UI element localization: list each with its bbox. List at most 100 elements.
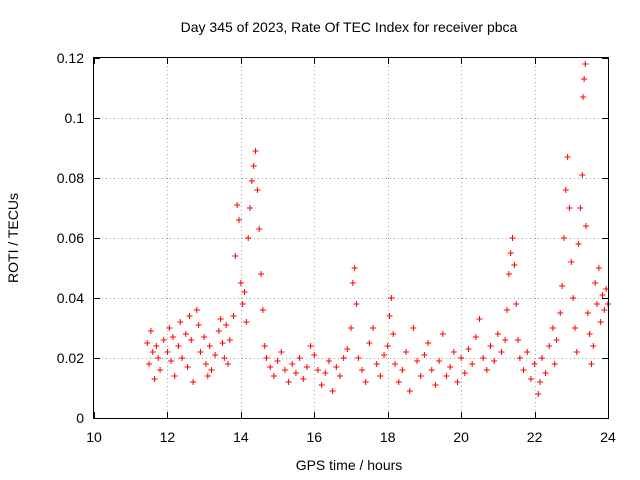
y-tick-label: 0.1	[65, 110, 85, 126]
data-point	[436, 358, 443, 364]
data-point	[516, 355, 523, 361]
data-point	[551, 361, 558, 367]
data-point	[566, 205, 573, 211]
data-point	[261, 343, 268, 349]
data-point	[166, 325, 173, 331]
data-point	[568, 259, 575, 265]
data-point	[179, 355, 186, 361]
data-point	[322, 370, 329, 376]
data-point	[267, 364, 274, 370]
data-point	[549, 325, 556, 331]
data-point	[450, 349, 457, 355]
y-tick-label: 0.06	[57, 230, 84, 246]
data-point	[169, 334, 176, 340]
data-point	[588, 361, 595, 367]
data-point	[557, 310, 564, 316]
data-point	[177, 319, 184, 325]
data-point	[410, 325, 417, 331]
data-point	[234, 202, 241, 208]
x-tick-label: 24	[600, 429, 616, 445]
data-point	[595, 265, 602, 271]
data-point	[153, 343, 160, 349]
data-point	[399, 367, 406, 373]
data-point	[487, 343, 494, 349]
data-point	[160, 337, 167, 343]
data-point	[432, 382, 439, 388]
data-point	[195, 322, 202, 328]
data-point	[581, 76, 588, 82]
data-point	[336, 373, 343, 379]
data-point	[601, 307, 608, 313]
data-point	[252, 148, 259, 154]
data-point	[263, 355, 270, 361]
data-point	[584, 310, 591, 316]
data-point	[219, 340, 226, 346]
data-point	[303, 364, 310, 370]
data-point	[494, 331, 501, 337]
x-tick-label: 20	[453, 429, 469, 445]
data-point	[592, 280, 599, 286]
x-tick-label: 16	[306, 429, 322, 445]
data-point	[535, 391, 542, 397]
data-point	[586, 331, 593, 337]
y-tick-label: 0.08	[57, 170, 84, 186]
data-point	[281, 367, 288, 373]
data-point	[202, 361, 209, 367]
data-point	[515, 337, 522, 343]
data-point	[498, 349, 505, 355]
data-point	[151, 376, 158, 382]
data-points	[144, 61, 611, 397]
data-point	[384, 343, 391, 349]
data-point	[325, 358, 332, 364]
data-point	[289, 361, 296, 367]
data-point	[538, 355, 545, 361]
data-point	[580, 94, 587, 100]
data-point	[188, 337, 195, 343]
y-tick-label: 0	[76, 410, 84, 426]
data-point	[480, 355, 487, 361]
data-point	[201, 334, 208, 340]
chart-title: Day 345 of 2023, Rate Of TEC Index for r…	[181, 19, 518, 35]
data-point	[366, 340, 373, 346]
data-point	[221, 355, 228, 361]
data-point	[524, 349, 531, 355]
data-point	[564, 154, 571, 160]
data-point	[403, 349, 410, 355]
data-point	[239, 301, 246, 307]
data-point	[307, 343, 314, 349]
data-point	[504, 307, 511, 313]
data-point	[259, 307, 266, 313]
data-point	[428, 367, 435, 373]
data-point	[513, 301, 520, 307]
data-point	[465, 346, 472, 352]
data-point	[425, 340, 432, 346]
data-point	[472, 334, 479, 340]
data-point	[553, 337, 560, 343]
data-point	[562, 187, 569, 193]
data-point	[175, 343, 182, 349]
data-point	[270, 373, 277, 379]
data-point	[212, 352, 219, 358]
y-tick-label: 0.04	[57, 290, 84, 306]
y-axis-label: ROTI / TECUs	[5, 193, 21, 283]
data-point	[256, 226, 263, 232]
data-point	[225, 361, 232, 367]
data-point	[149, 349, 156, 355]
y-tick-label: 0.12	[57, 50, 84, 66]
data-point	[582, 223, 589, 229]
data-point	[579, 172, 586, 178]
x-tick-label: 10	[86, 429, 102, 445]
data-point	[575, 241, 582, 247]
data-point	[476, 316, 483, 322]
plot-frame	[93, 57, 609, 419]
data-point	[537, 379, 544, 385]
data-point	[190, 379, 197, 385]
data-point	[318, 382, 325, 388]
data-point	[381, 352, 388, 358]
data-point	[573, 349, 580, 355]
data-point	[373, 361, 380, 367]
x-tick-label: 14	[233, 429, 249, 445]
data-point	[421, 352, 428, 358]
y-tick-labels: 0 0.02 0.04 0.06 0.08 0.1 0.12	[57, 50, 84, 426]
data-point	[417, 373, 424, 379]
